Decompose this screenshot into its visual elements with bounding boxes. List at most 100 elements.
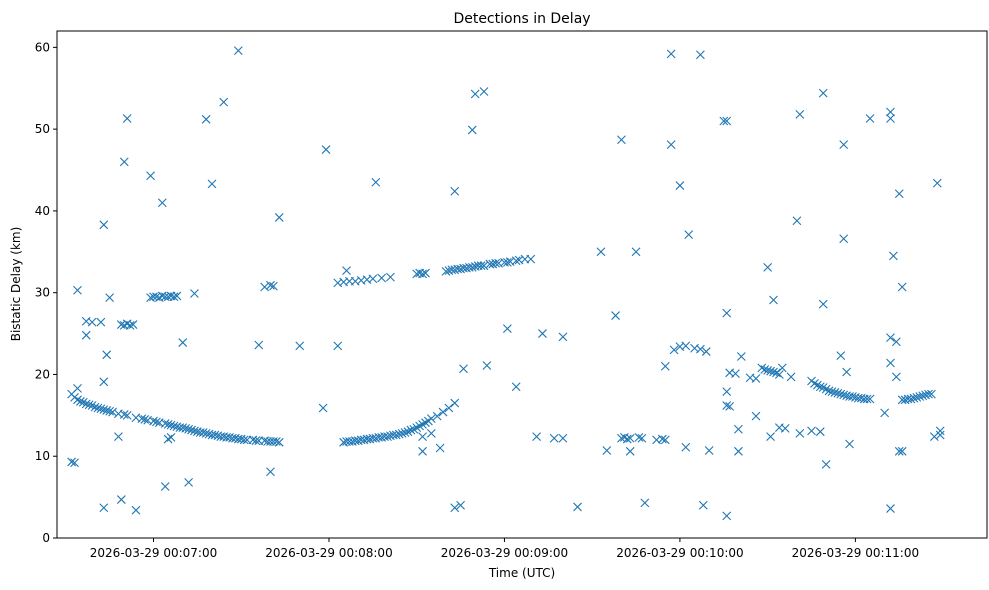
- data-point: [421, 268, 430, 278]
- data-point: [894, 446, 904, 456]
- y-axis: 0 10 20 30 40 50 60: [35, 40, 57, 545]
- data-point: [722, 308, 732, 318]
- data-point: [157, 198, 167, 208]
- data-point: [886, 504, 895, 513]
- data-point: [780, 424, 790, 433]
- data-point: [266, 280, 275, 290]
- data-point: [149, 416, 158, 426]
- data-point: [839, 390, 849, 400]
- data-point: [333, 341, 343, 351]
- data-point: [736, 352, 746, 361]
- data-point: [652, 435, 661, 445]
- data-point: [719, 116, 729, 126]
- data-point: [660, 361, 670, 371]
- data-point: [815, 382, 825, 392]
- data-point: [897, 282, 907, 292]
- data-point: [432, 411, 442, 421]
- data-point: [766, 432, 775, 441]
- data-point: [119, 410, 129, 419]
- data-point: [342, 266, 351, 275]
- data-point: [383, 432, 392, 441]
- data-point: [274, 437, 284, 447]
- x-tick-label: 2026-03-29 00:11:00: [792, 546, 919, 560]
- data-point: [178, 423, 188, 432]
- data-point: [763, 365, 773, 375]
- data-point: [456, 500, 465, 510]
- data-point: [152, 417, 161, 427]
- data-point: [321, 145, 331, 154]
- data-point: [912, 392, 922, 402]
- data-point: [681, 341, 691, 351]
- data-point: [640, 498, 650, 508]
- data-point: [450, 186, 460, 196]
- data-point: [99, 377, 109, 387]
- data-point: [502, 258, 512, 267]
- data-point: [915, 392, 925, 401]
- data-point: [73, 383, 82, 393]
- data-point: [260, 282, 270, 292]
- data-point: [377, 273, 387, 283]
- data-point: [848, 392, 857, 401]
- data-point: [418, 446, 427, 456]
- data-point: [210, 430, 220, 440]
- data-point: [722, 401, 732, 410]
- data-point: [441, 267, 451, 276]
- data-point: [760, 365, 770, 374]
- data-point: [169, 292, 179, 302]
- data-point: [886, 333, 895, 343]
- data-point: [751, 411, 761, 421]
- data-point: [526, 254, 536, 264]
- data-point: [824, 386, 834, 396]
- data-point: [219, 97, 229, 107]
- data-point: [266, 467, 275, 477]
- data-point: [886, 358, 895, 368]
- data-point: [833, 388, 843, 398]
- data-point: [935, 426, 945, 436]
- data-point: [418, 269, 427, 279]
- data-point: [166, 433, 176, 442]
- data-point: [67, 457, 77, 467]
- data-point: [795, 110, 805, 119]
- data-point: [122, 114, 132, 123]
- data-point: [201, 114, 211, 124]
- data-point: [625, 433, 635, 443]
- data-point: [397, 428, 407, 438]
- data-point: [792, 216, 802, 226]
- data-point: [660, 435, 670, 445]
- data-point: [371, 177, 381, 187]
- data-point: [178, 338, 188, 347]
- data-point: [122, 410, 132, 420]
- data-point: [617, 135, 626, 145]
- data-point: [105, 293, 115, 302]
- data-point: [766, 366, 775, 376]
- data-point: [891, 372, 901, 382]
- data-point: [532, 432, 542, 441]
- data-point: [90, 402, 100, 412]
- data-point: [634, 433, 644, 442]
- data-point: [684, 230, 694, 240]
- data-point: [467, 125, 477, 135]
- data-point: [549, 433, 559, 443]
- data-point: [769, 295, 778, 305]
- data-point: [774, 370, 784, 379]
- data-point: [470, 89, 480, 99]
- data-point: [818, 299, 828, 309]
- data-point: [839, 140, 849, 150]
- data-point: [701, 347, 711, 356]
- data-point: [207, 179, 217, 189]
- data-point: [625, 446, 635, 456]
- data-point: [865, 394, 875, 404]
- data-point: [886, 114, 895, 123]
- x-tick-label: 2026-03-29 00:10:00: [616, 546, 743, 560]
- data-point: [722, 511, 732, 521]
- data-point: [906, 394, 916, 404]
- data-point: [318, 403, 328, 413]
- data-point: [163, 434, 173, 444]
- data-point: [862, 394, 872, 404]
- data-point: [418, 432, 427, 441]
- data-point: [622, 434, 632, 444]
- data-point: [681, 442, 691, 452]
- data-point: [479, 261, 489, 271]
- data-point: [108, 407, 117, 417]
- data-point: [482, 361, 492, 370]
